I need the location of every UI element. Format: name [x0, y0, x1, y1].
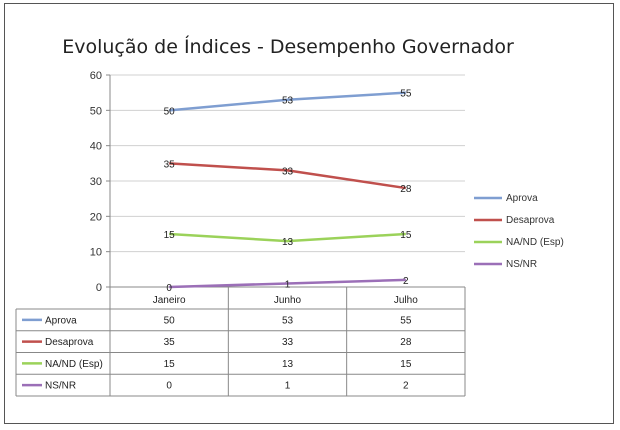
legend: Aprova Desaprova NA/ND (Esp) NS/NR: [474, 193, 564, 270]
table-cell: 0: [166, 381, 172, 392]
legend-label: Aprova: [506, 193, 538, 204]
data-label: 13: [282, 237, 294, 248]
table-cell: 15: [164, 359, 176, 370]
table-row-label: NS/NR: [45, 381, 76, 392]
y-tick-label: 60: [90, 70, 102, 82]
chart-title: Evolução de Índices - Desempenho Governa…: [62, 35, 514, 58]
data-label: 53: [282, 96, 294, 107]
data-label: 55: [400, 89, 412, 100]
table-cell: 53: [282, 315, 294, 326]
table-header-label: Janeiro: [153, 295, 186, 306]
table-cell: 35: [164, 337, 176, 348]
legend-label: Desaprova: [506, 215, 555, 226]
series-line-2: [169, 232, 406, 243]
data-label: 28: [400, 184, 412, 195]
y-tick-label: 40: [90, 141, 102, 153]
series-lines: [169, 91, 407, 289]
table-cell: 50: [164, 315, 176, 326]
data-label: 35: [164, 159, 176, 170]
chart-frame: [4, 3, 614, 424]
series-line-0: [169, 91, 406, 112]
y-tick-label: 10: [90, 247, 102, 259]
legend-label: NS/NR: [506, 259, 537, 270]
table-header-label: Junho: [274, 295, 302, 306]
table-cell: 1: [285, 381, 291, 392]
table-header-label: Julho: [394, 295, 418, 306]
table-cell: 28: [400, 337, 412, 348]
data-label: 2: [403, 276, 409, 287]
data-label: 1: [285, 279, 291, 290]
data-label: 15: [164, 230, 176, 241]
series-line-1: [169, 162, 407, 190]
data-table: Janeiro Junho Julho Aprova 50 53 55 Desaprova 35…: [15, 287, 466, 397]
y-tick-label: 0: [96, 282, 102, 294]
data-label: 33: [282, 166, 294, 177]
table-row-label: NA/ND (Esp): [45, 359, 103, 370]
data-label: 15: [400, 230, 412, 241]
data-label: 0: [166, 283, 172, 294]
series-line-3: [169, 278, 406, 289]
legend-label: NA/ND (Esp): [506, 237, 564, 248]
table-cell: 13: [282, 359, 294, 370]
table-row-label: Aprova: [45, 315, 77, 326]
table-row-label: Desaprova: [45, 337, 94, 348]
data-labels: 50 53 55 35 33 28 15 13 15 0 1 2: [164, 89, 412, 294]
table-cell: 33: [282, 337, 294, 348]
table-cell: 15: [400, 359, 412, 370]
y-tick-label: 30: [90, 176, 102, 188]
table-cell: 55: [400, 315, 412, 326]
y-tick-label: 20: [90, 211, 102, 223]
data-label: 50: [164, 106, 176, 117]
y-tick-label: 50: [90, 105, 102, 117]
table-cell: 2: [403, 381, 409, 392]
